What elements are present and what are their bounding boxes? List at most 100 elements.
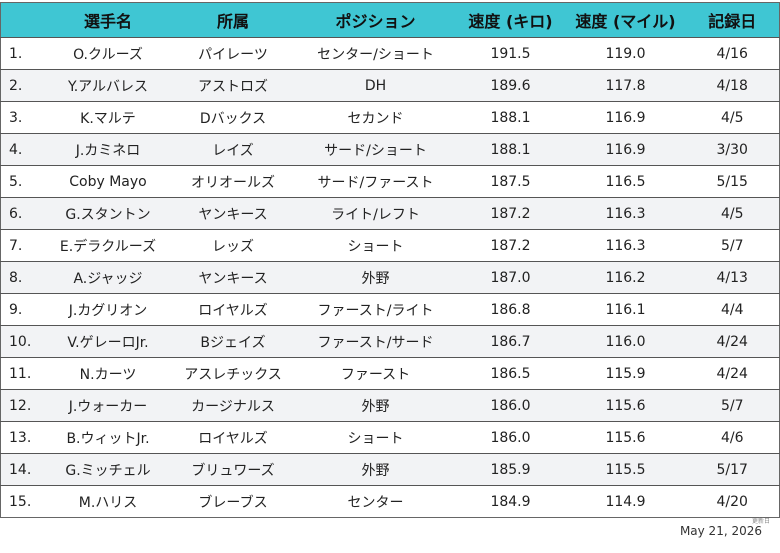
table-cell: ヤンキース — [170, 197, 296, 230]
table-cell: 9. — [0, 293, 46, 326]
table-cell: 4/24 — [685, 357, 780, 390]
table-cell: Bジェイズ — [170, 325, 296, 358]
table-cell: 4/20 — [685, 485, 780, 518]
table-cell: サード/ファースト — [295, 165, 456, 198]
table-cell: 5/7 — [685, 229, 780, 262]
table-row: 8. A.ジャッジ ヤンキース 外野 187.0 116.2 4/13 — [0, 261, 780, 294]
table-cell: 3/30 — [685, 133, 780, 166]
table-cell: レッズ — [170, 229, 296, 262]
table-cell: パイレーツ — [170, 37, 296, 70]
table-cell: 4/5 — [685, 197, 780, 230]
table-cell: 12. — [0, 389, 46, 422]
table-cell: 4. — [0, 133, 46, 166]
table-cell: 188.1 — [455, 101, 566, 134]
table-cell: 187.0 — [455, 261, 566, 294]
table-cell: 116.1 — [565, 293, 686, 326]
table-row: 12. J.ウォーカー カージナルス 外野 186.0 115.6 5/7 — [0, 389, 780, 422]
table-cell: 4/6 — [685, 421, 780, 454]
table-cell: 15. — [0, 485, 46, 518]
table-cell: Dバックス — [170, 101, 296, 134]
table-cell: ライト/レフト — [295, 197, 456, 230]
table-row: 14. G.ミッチェル ブリュワーズ 外野 185.9 115.5 5/17 — [0, 453, 780, 486]
table-cell: 115.5 — [565, 453, 686, 486]
header-cell: 記録日 — [685, 2, 780, 38]
table-cell: 5/17 — [685, 453, 780, 486]
table-cell: 5. — [0, 165, 46, 198]
header-row: 選手名 所属 ポジション 速度 (キロ) 速度 (マイル) 記録日 — [0, 2, 780, 38]
table-row: 3. K.マルテ Dバックス セカンド 188.1 116.9 4/5 — [0, 101, 780, 134]
table-cell: 13. — [0, 421, 46, 454]
table-cell: 115.9 — [565, 357, 686, 390]
table-cell: 7. — [0, 229, 46, 262]
table-cell: O.クルーズ — [45, 37, 171, 70]
table-cell: オリオールズ — [170, 165, 296, 198]
table-cell: 191.5 — [455, 37, 566, 70]
table-cell: DH — [295, 69, 456, 102]
table-cell: ブレーブス — [170, 485, 296, 518]
table-cell: 11. — [0, 357, 46, 390]
table-cell: 外野 — [295, 453, 456, 486]
table-cell: 186.7 — [455, 325, 566, 358]
header-cell: 速度 (キロ) — [455, 2, 566, 38]
table-row: 2. Y.アルバレス アストロズ DH 189.6 117.8 4/18 — [0, 69, 780, 102]
table-row: 5. Coby Mayo オリオールズ サード/ファースト 187.5 116.5 5/15 — [0, 165, 780, 198]
table-cell: センター/ショート — [295, 37, 456, 70]
table-cell: B.ウィットJr. — [45, 421, 171, 454]
table-cell: 4/18 — [685, 69, 780, 102]
table-cell: 185.9 — [455, 453, 566, 486]
table-body: 1. O.クルーズ パイレーツ センター/ショート 191.5 119.0 4/16 2. Y.… — [0, 37, 780, 518]
table-cell: 189.6 — [455, 69, 566, 102]
table-cell: 116.5 — [565, 165, 686, 198]
table-row: 6. G.スタントン ヤンキース ライト/レフト 187.2 116.3 4/5 — [0, 197, 780, 230]
table-cell: 186.0 — [455, 389, 566, 422]
table-cell: 外野 — [295, 389, 456, 422]
table-cell: 184.9 — [455, 485, 566, 518]
table-cell: センター — [295, 485, 456, 518]
table-cell: 4/5 — [685, 101, 780, 134]
table-cell: 3. — [0, 101, 46, 134]
table-cell: 外野 — [295, 261, 456, 294]
header-cell: 選手名 — [45, 2, 171, 38]
table-cell: 4/13 — [685, 261, 780, 294]
table-cell: 4/16 — [685, 37, 780, 70]
table-cell: 186.8 — [455, 293, 566, 326]
table-cell: 188.1 — [455, 133, 566, 166]
table-cell: 6. — [0, 197, 46, 230]
table-cell: 5/15 — [685, 165, 780, 198]
table-cell: J.カミネロ — [45, 133, 171, 166]
table-cell: 8. — [0, 261, 46, 294]
table-cell: 14. — [0, 453, 46, 486]
table-cell: 1. — [0, 37, 46, 70]
table-cell: 115.6 — [565, 421, 686, 454]
table-row: 15. M.ハリス ブレーブス センター 184.9 114.9 4/20 — [0, 485, 780, 518]
header-cell: 速度 (マイル) — [565, 2, 686, 38]
table-cell: 4/24 — [685, 325, 780, 358]
table-cell: アストロズ — [170, 69, 296, 102]
table-cell: ブリュワーズ — [170, 453, 296, 486]
table-cell: ロイヤルズ — [170, 421, 296, 454]
table-cell: レイズ — [170, 133, 296, 166]
table-cell: 114.9 — [565, 485, 686, 518]
table-cell: 116.3 — [565, 197, 686, 230]
table-row: 10. V.ゲレーロJr. Bジェイズ ファースト/サード 186.7 116.0 4/24 — [0, 325, 780, 358]
table-cell: 116.2 — [565, 261, 686, 294]
table-cell: J.カグリオン — [45, 293, 171, 326]
header-cell: ポジション — [295, 2, 456, 38]
table-cell: 117.8 — [565, 69, 686, 102]
update-label: 更新日 — [751, 518, 770, 525]
table-cell: J.ウォーカー — [45, 389, 171, 422]
table-cell: 4/4 — [685, 293, 780, 326]
table-cell: G.スタントン — [45, 197, 171, 230]
table-cell: 116.0 — [565, 325, 686, 358]
table-cell: 186.5 — [455, 357, 566, 390]
table-cell: E.デラクルーズ — [45, 229, 171, 262]
table-cell: 187.2 — [455, 197, 566, 230]
table-cell: ファースト/ライト — [295, 293, 456, 326]
ranking-table: 選手名 所属 ポジション 速度 (キロ) 速度 (マイル) 記録日 1. O.クルーズ パイレ… — [0, 2, 780, 518]
table-cell: N.カーツ — [45, 357, 171, 390]
table-cell: 5/7 — [685, 389, 780, 422]
table-cell: ロイヤルズ — [170, 293, 296, 326]
table-cell: サード/ショート — [295, 133, 456, 166]
header-cell — [0, 2, 46, 38]
